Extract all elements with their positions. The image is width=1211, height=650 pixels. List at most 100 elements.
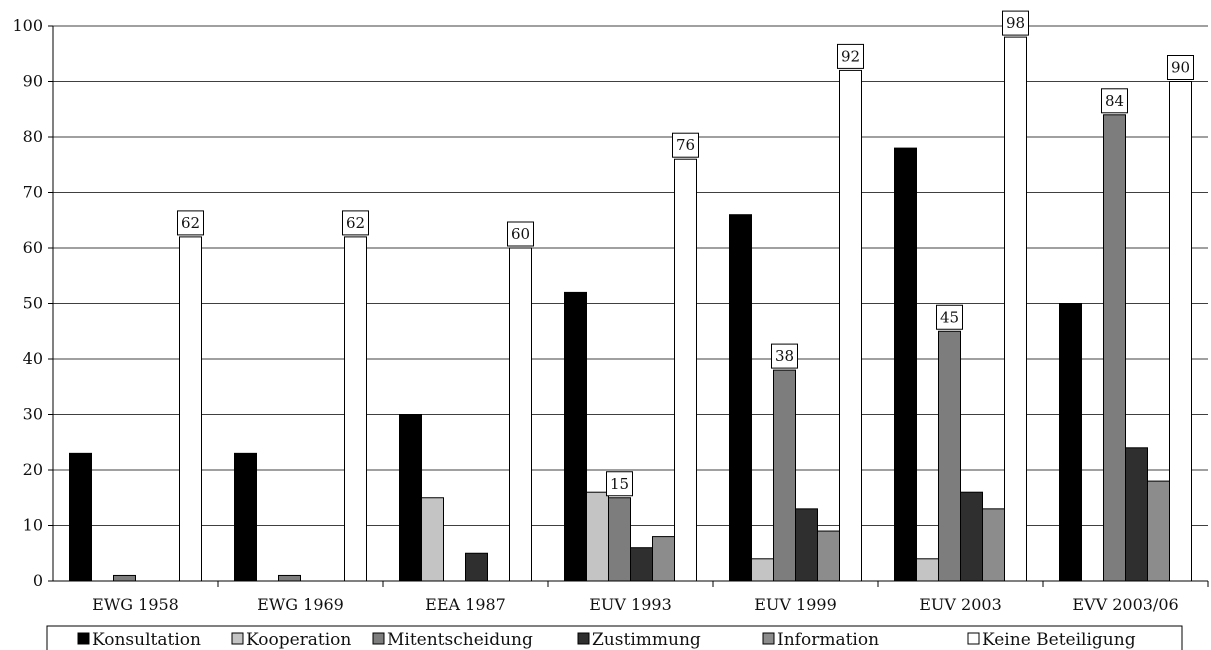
data-label-text: 15: [610, 475, 629, 493]
gridlines: [53, 25, 1208, 526]
bar-zustimmung-euv-2003: [960, 491, 983, 582]
data-label-text: 62: [346, 214, 365, 232]
legend-label: Zustimmung: [592, 630, 701, 650]
bar-konsultation-ewg-1969: [234, 452, 257, 582]
data-label-box: [606, 471, 633, 497]
data-label-mitentscheidung-euv-1999: 38: [771, 343, 798, 369]
bar-keine-beteiligung-euv-1993: [674, 158, 697, 582]
y-tick-label: 30: [23, 405, 43, 424]
legend-swatch: [372, 632, 385, 645]
bar-zustimmung-eea-1987: [465, 552, 488, 582]
bar-zustimmung-euv-1993: [630, 547, 653, 582]
bar-keine-beteiligung-evv-2003-06: [1169, 81, 1192, 582]
data-label-mitentscheidung-euv-2003: 45: [936, 304, 963, 330]
bar-konsultation-euv-2003: [894, 147, 917, 582]
x-tick-label: EUV 1999: [754, 595, 837, 614]
data-label-keine-beteiligung-euv-1993: 76: [672, 132, 699, 158]
data-label-box: [507, 221, 534, 247]
bar-mitentscheidung-euv-1999: [773, 369, 796, 582]
legend-label: Konsultation: [92, 630, 201, 650]
bar-information-euv-1993: [652, 536, 675, 582]
bar-konsultation-eea-1987: [399, 414, 422, 582]
bar-keine-beteiligung-ewg-1969: [344, 236, 367, 582]
bar-konsultation-euv-1993: [564, 291, 587, 582]
bar-zustimmung-euv-1999: [795, 508, 818, 582]
data-label-box: [936, 304, 963, 330]
y-tick-label: 60: [23, 238, 43, 257]
data-label-text: 76: [676, 136, 695, 154]
data-label-keine-beteiligung-euv-2003: 98: [1002, 10, 1029, 36]
data-label-box: [1002, 10, 1029, 36]
bar-keine-beteiligung-eea-1987: [509, 247, 532, 582]
x-tick-label: EWG 1969: [257, 595, 344, 614]
data-label-keine-beteiligung-eea-1987: 60: [507, 221, 534, 247]
data-label-text: 90: [1171, 59, 1190, 77]
bar-information-euv-1999: [817, 530, 840, 582]
y-tick-label: 80: [23, 127, 43, 146]
legend-item-keine-beteiligung: Keine Beteiligung: [967, 630, 1136, 650]
legend-swatch: [77, 632, 90, 645]
bar-zustimmung-evv-2003-06: [1125, 447, 1148, 582]
data-label-box: [1167, 55, 1194, 80]
y-tick-label: 50: [23, 294, 43, 313]
legend-label: Keine Beteiligung: [982, 630, 1136, 650]
bar-konsultation-ewg-1958: [69, 452, 92, 582]
data-label-box: [342, 210, 369, 236]
x-tick-label: EEA 1987: [425, 595, 506, 614]
data-label-box: [1101, 88, 1128, 114]
bar-information-evv-2003-06: [1147, 480, 1170, 582]
bar-keine-beteiligung-ewg-1958: [179, 236, 202, 582]
legend-label: Information: [777, 630, 879, 650]
data-label-box: [672, 132, 699, 158]
legend-label: Kooperation: [246, 630, 351, 650]
legend-swatch: [967, 632, 980, 645]
legend-item-kooperation: Kooperation: [231, 630, 351, 650]
data-label-keine-beteiligung-euv-1999: 92: [837, 43, 864, 69]
y-tick-label: 100: [12, 16, 43, 35]
data-label-keine-beteiligung-evv-2003-06: 90: [1167, 55, 1194, 80]
legend-item-mitentscheidung: Mitentscheidung: [372, 630, 533, 650]
bars: [69, 36, 1192, 582]
bar-kooperation-eea-1987: [421, 497, 444, 582]
y-tick-label: 40: [23, 349, 43, 368]
bar-kooperation-euv-1999: [751, 558, 774, 582]
legend-swatch: [577, 632, 590, 645]
data-label-text: 45: [940, 308, 959, 326]
data-label-keine-beteiligung-ewg-1958: 62: [177, 210, 204, 236]
bar-mitentscheidung-ewg-1958: [113, 574, 136, 582]
data-label-box: [837, 43, 864, 69]
legend-label: Mitentscheidung: [387, 630, 533, 650]
data-label-keine-beteiligung-ewg-1969: 62: [342, 210, 369, 236]
y-tick-label: 70: [23, 183, 43, 202]
bar-keine-beteiligung-euv-1999: [839, 69, 862, 582]
data-labels: 62 62 60 15 76 38 92 45 98 84 90: [177, 10, 1194, 497]
bar-mitentscheidung-ewg-1969: [278, 574, 301, 582]
y-tick-label: 20: [23, 460, 43, 479]
bar-kooperation-euv-1993: [586, 491, 609, 582]
x-tick-label: EUV 1993: [589, 595, 672, 614]
data-label-text: 38: [775, 347, 794, 365]
axes: 0 10 20 30 40 50 60 70 80 90 100 EWG 1958 EWG 1969 EE…: [12, 16, 1209, 614]
bar-mitentscheidung-euv-2003: [938, 330, 961, 582]
data-label-mitentscheidung-euv-1993: 15: [606, 471, 633, 497]
bar-mitentscheidung-euv-1993: [608, 497, 631, 582]
data-label-box: [771, 343, 798, 369]
legend-item-information: Information: [762, 630, 879, 650]
data-label-box: [177, 210, 204, 236]
bar-kooperation-euv-2003: [916, 558, 939, 582]
legend-item-konsultation: Konsultation: [77, 630, 201, 650]
data-label-text: 60: [511, 225, 530, 243]
x-tick-label: EUV 2003: [919, 595, 1002, 614]
legend-swatch: [231, 632, 244, 645]
data-label-mitentscheidung-evv-2003-06: 84: [1101, 88, 1128, 114]
data-label-text: 98: [1006, 14, 1025, 32]
legend: Konsultation Kooperation Mitentscheidung Zu…: [46, 625, 1183, 650]
x-tick-label: EVV 2003/06: [1072, 595, 1178, 614]
bar-keine-beteiligung-euv-2003: [1004, 36, 1027, 582]
y-tick-label: 10: [23, 516, 43, 535]
data-label-text: 62: [181, 214, 200, 232]
bar-information-euv-2003: [982, 508, 1005, 582]
legend-swatch: [762, 632, 775, 645]
data-label-text: 92: [841, 47, 860, 65]
